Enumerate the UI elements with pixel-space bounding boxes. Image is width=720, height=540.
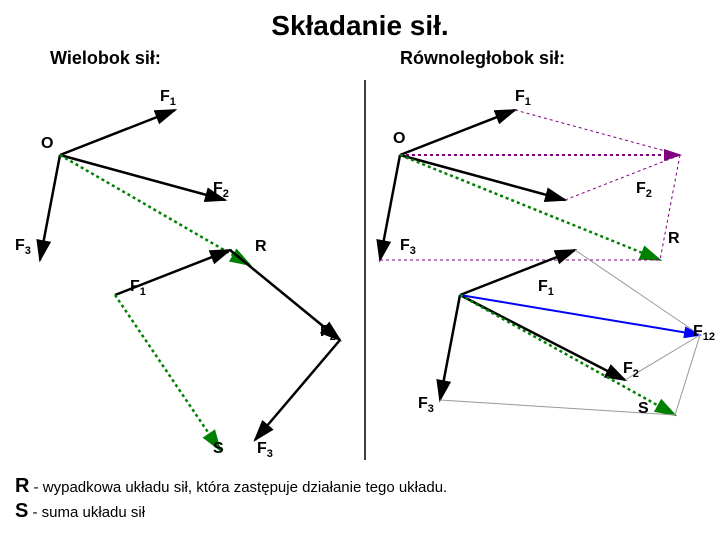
label-f1-d2: F1 <box>515 88 531 108</box>
label-f2-d1: F2 <box>213 180 229 200</box>
label-f3-d4: F3 <box>418 395 434 415</box>
label-r-d2: R <box>668 230 680 248</box>
definition-s: S - suma układu sił <box>15 500 145 523</box>
diagram-svg <box>0 0 720 540</box>
label-s-d3: S <box>213 440 224 458</box>
label-f3-d2: F3 <box>400 237 416 257</box>
label-f1-d3: F1 <box>130 278 146 298</box>
label-r-d1: R <box>255 238 267 256</box>
label-s-d4: S <box>638 400 649 418</box>
label-f3-d1: F3 <box>15 237 31 257</box>
label-f1-d4: F1 <box>538 278 554 298</box>
label-o-d2: O <box>393 130 405 148</box>
definition-r: R - wypadkowa układu sił, która zastępuj… <box>15 475 447 498</box>
label-f3-d3: F3 <box>257 440 273 460</box>
label-f1-d1: F1 <box>160 88 176 108</box>
label-f12-d4: F12 <box>693 323 715 343</box>
label-f2-d3: F2 <box>320 323 336 343</box>
label-o-d1: O <box>41 135 53 153</box>
label-f2-d2: F2 <box>636 180 652 200</box>
label-f2-d4: F2 <box>623 360 639 380</box>
